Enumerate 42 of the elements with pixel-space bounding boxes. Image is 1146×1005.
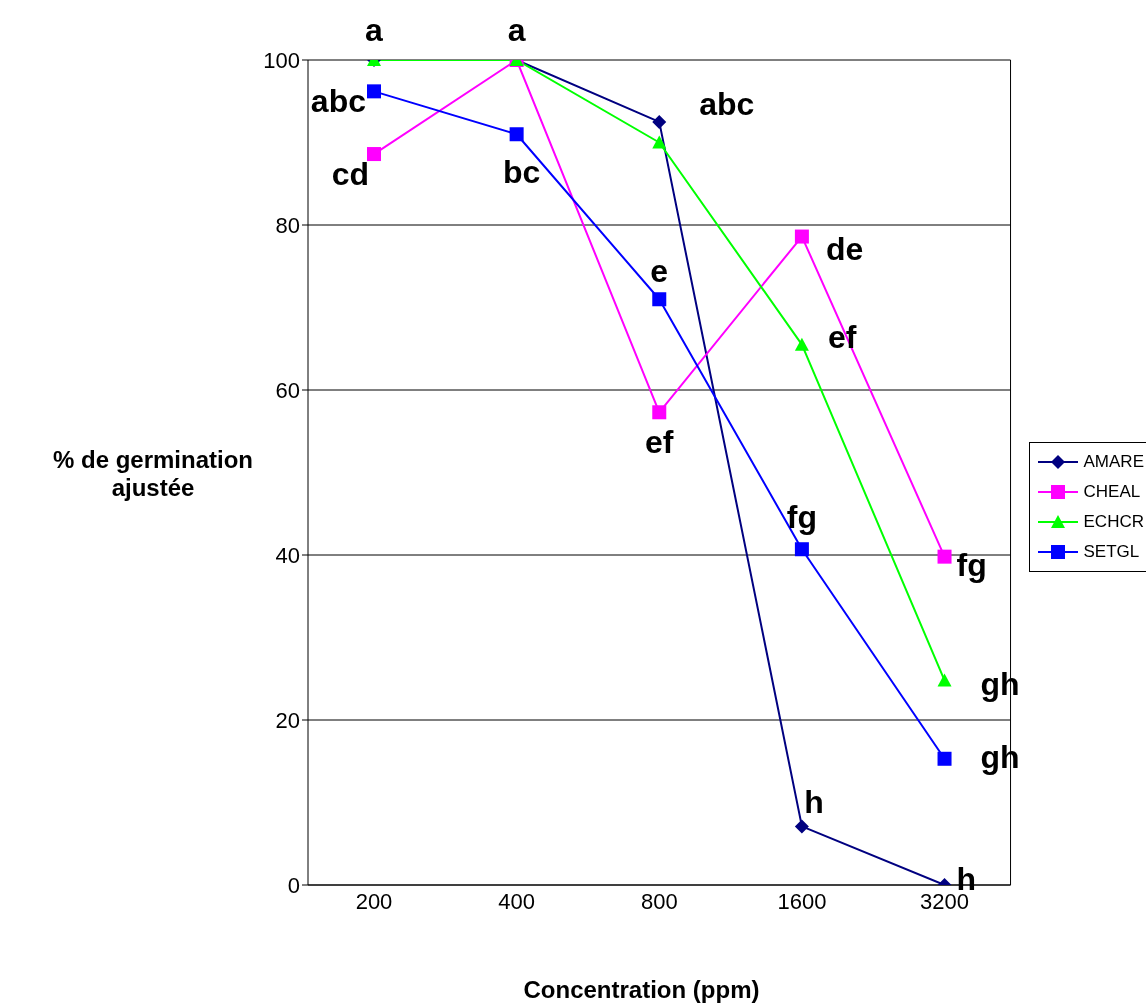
annotation: a	[507, 12, 526, 48]
annotation: bc	[502, 154, 541, 191]
annotation: ef	[645, 424, 674, 461]
x-tick-label: 1600	[777, 888, 827, 914]
annotation: fg	[956, 546, 987, 583]
y-tick-label: 100	[263, 47, 300, 73]
annotation: cd	[331, 156, 369, 193]
point	[794, 229, 809, 244]
point	[652, 135, 667, 149]
annotation: de	[825, 230, 864, 267]
annotation: e	[650, 253, 669, 290]
point	[652, 114, 667, 129]
x-tick-label: 800	[640, 888, 678, 914]
x-axis-title: Concentration (ppm)	[522, 976, 761, 1004]
annotation: fg	[786, 499, 817, 536]
legend-label: SETGL	[1083, 541, 1140, 562]
legend-label: AMARE	[1083, 451, 1144, 472]
point	[794, 337, 809, 351]
x-tick-label: 400	[498, 888, 535, 914]
y-tick-label: 80	[275, 212, 300, 238]
point	[937, 673, 952, 687]
y-tick-label: 20	[275, 707, 300, 733]
point	[367, 84, 381, 99]
annotation: a	[365, 12, 384, 48]
annotation: abc	[310, 83, 366, 120]
point	[794, 542, 809, 557]
point	[794, 819, 809, 834]
x-tick-label: 200	[355, 888, 393, 914]
y-tick-label: 40	[275, 542, 300, 568]
y-axis-title: % de germination ajustée	[52, 446, 254, 502]
annotation: abc	[699, 85, 755, 122]
point	[652, 292, 667, 307]
legend-label: CHEAL	[1083, 481, 1141, 502]
point	[367, 147, 381, 162]
point	[937, 751, 952, 766]
y-tick-label: 60	[275, 377, 300, 403]
point	[937, 549, 952, 564]
point	[509, 127, 524, 142]
legend-label: ECHCR	[1083, 511, 1144, 532]
y-tick-label: 0	[287, 872, 300, 898]
point	[652, 405, 667, 420]
annotation: h	[804, 784, 824, 821]
